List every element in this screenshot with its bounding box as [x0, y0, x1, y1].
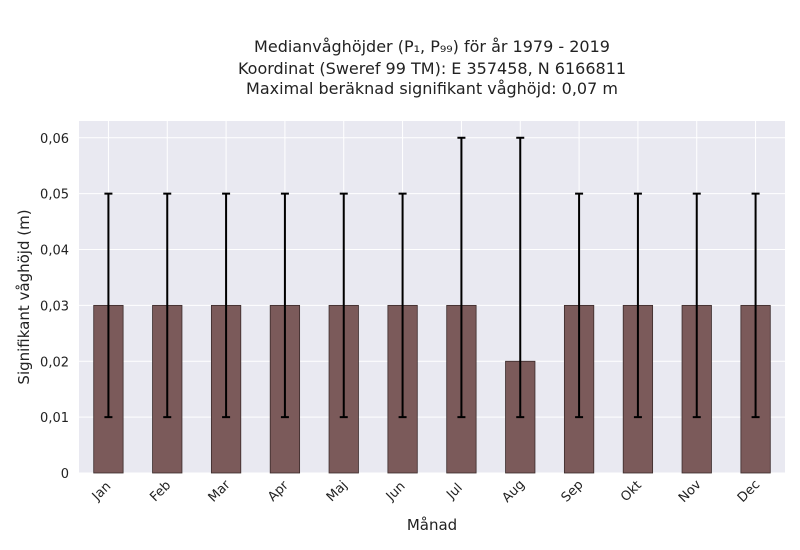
- error-bars: [104, 136, 760, 419]
- y-tick-label: 0,03: [40, 299, 69, 314]
- chart-title-line-1: Medianvåghöjder (P₁, P₉₉) för år 1979 - …: [254, 37, 610, 56]
- x-tick-label: Sep: [559, 478, 587, 506]
- chart-title-line-2: Koordinat (Sweref 99 TM): E 357458, N 61…: [238, 59, 626, 78]
- chart-title: Medianvåghöjder (P₁, P₉₉) för år 1979 - …: [238, 37, 626, 98]
- x-axis-label: Månad: [407, 516, 457, 534]
- error-bar-maj: [339, 192, 348, 419]
- x-tick-label: Feb: [147, 478, 174, 505]
- x-axis-ticks: Jan Feb Mar Apr Maj Jun Jul Aug Sep Okt Nov Dec: [89, 477, 763, 506]
- y-axis-label: Signifikant våghöjd (m): [15, 209, 33, 384]
- y-tick-label: 0,06: [40, 132, 69, 147]
- error-bar-dec: [751, 192, 760, 419]
- x-tick-label: Nov: [676, 477, 705, 506]
- x-tick-label: Mar: [206, 477, 234, 505]
- error-bar-okt: [633, 192, 642, 419]
- x-tick-label: Jun: [383, 479, 409, 505]
- error-bar-jul: [457, 136, 466, 419]
- x-tick-label: Jul: [443, 481, 465, 503]
- y-tick-label: 0,05: [40, 188, 69, 203]
- error-bar-jan: [104, 192, 113, 419]
- x-tick-label: Okt: [618, 478, 645, 505]
- y-tick-label: 0,01: [40, 411, 69, 426]
- y-tick-label: 0,04: [40, 244, 69, 259]
- y-tick-label: 0,02: [40, 355, 69, 370]
- x-tick-label: Jan: [89, 479, 114, 504]
- error-bar-jun: [398, 192, 407, 419]
- plot-area: [79, 121, 785, 473]
- error-bar-aug: [516, 136, 525, 419]
- error-bar-sep: [575, 192, 584, 419]
- error-bar-nov: [692, 192, 701, 419]
- chart-title-line-3: Maximal beräknad signifikant våghöjd: 0,…: [246, 79, 618, 98]
- error-bar-mar: [222, 192, 231, 419]
- x-tick-label: Dec: [735, 477, 763, 505]
- y-axis-ticks: 0 0,01 0,02 0,03 0,04 0,05 0,06: [40, 132, 69, 482]
- x-tick-label: Apr: [265, 478, 292, 505]
- x-tick-label: Aug: [499, 477, 528, 506]
- y-tick-label: 0: [61, 467, 69, 482]
- error-bar-feb: [163, 192, 172, 419]
- error-bar-apr: [280, 192, 289, 419]
- x-tick-label: Maj: [324, 478, 351, 505]
